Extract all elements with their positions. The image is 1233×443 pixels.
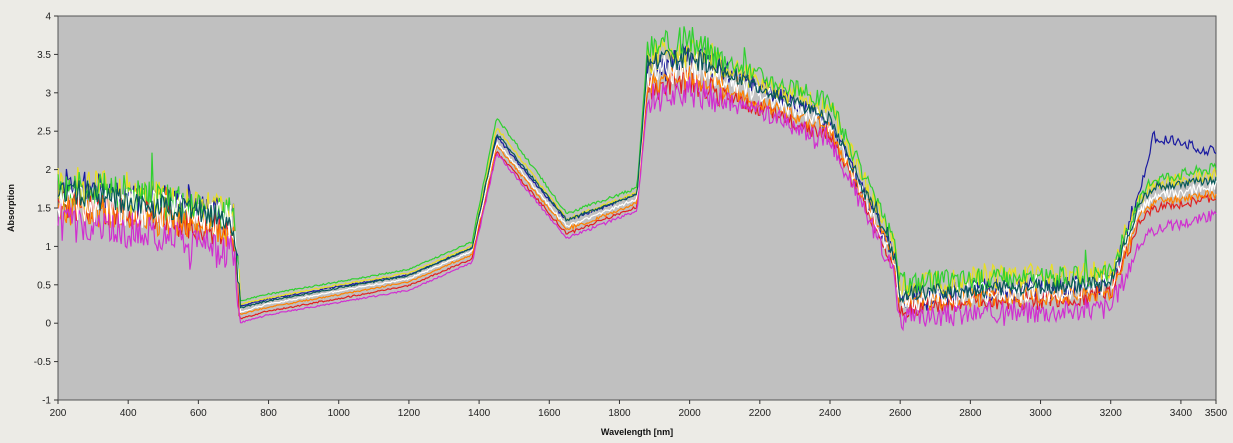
y-tick-label: -0.5 xyxy=(34,357,52,368)
x-tick-label: 2000 xyxy=(679,408,702,419)
x-tick-label: 2800 xyxy=(959,408,982,419)
x-tick-label: 600 xyxy=(190,408,207,419)
spectrum-series-line xyxy=(57,47,1217,309)
y-tick-label: 1 xyxy=(45,242,51,253)
x-tick-label: 400 xyxy=(120,408,137,419)
x-tick-label: 800 xyxy=(260,408,277,419)
x-tick-label: 1600 xyxy=(538,408,561,419)
spectrum-series-line xyxy=(57,52,1217,314)
y-tick-label: 0.5 xyxy=(37,280,51,291)
x-tick-label: 1200 xyxy=(398,408,421,419)
x-tick-label: 1800 xyxy=(608,408,631,419)
y-tick-label: 2 xyxy=(45,165,51,176)
spectrum-series-line xyxy=(57,62,1217,315)
y-tick-label: 1.5 xyxy=(37,204,51,215)
x-tick-label: 1400 xyxy=(468,408,491,419)
x-tick-label: 3000 xyxy=(1029,408,1052,419)
x-tick-label: 3500 xyxy=(1205,408,1228,419)
spectrum-series-line xyxy=(57,76,1217,332)
y-tick-label: -1 xyxy=(42,396,51,407)
y-axis: -1 -0.5 0 0.5 1 1.5 2 2.5 3 3.5 4 xyxy=(34,12,58,407)
y-axis-title: Absorption xyxy=(6,184,16,232)
x-tick-label: 1000 xyxy=(328,408,351,419)
series-layer xyxy=(57,26,1217,332)
x-tick-label: 2400 xyxy=(819,408,842,419)
x-tick-label: 2200 xyxy=(749,408,772,419)
x-axis: 200 400 600 800 1000 1200 1400 1600 1800 2000 2200… xyxy=(50,400,1228,419)
x-tick-label: 3200 xyxy=(1100,408,1123,419)
spectrum-series-line xyxy=(57,26,1217,302)
x-tick-label: 3400 xyxy=(1170,408,1193,419)
y-tick-label: 3.5 xyxy=(37,50,51,61)
y-tick-label: 4 xyxy=(45,12,51,23)
x-tick-label: 200 xyxy=(50,408,67,419)
y-tick-label: 3 xyxy=(45,88,51,99)
x-axis-title: Wavelength [nm] xyxy=(601,427,673,437)
x-tick-label: 2600 xyxy=(889,408,912,419)
y-tick-label: 0 xyxy=(45,319,51,330)
y-tick-label: 2.5 xyxy=(37,127,51,138)
